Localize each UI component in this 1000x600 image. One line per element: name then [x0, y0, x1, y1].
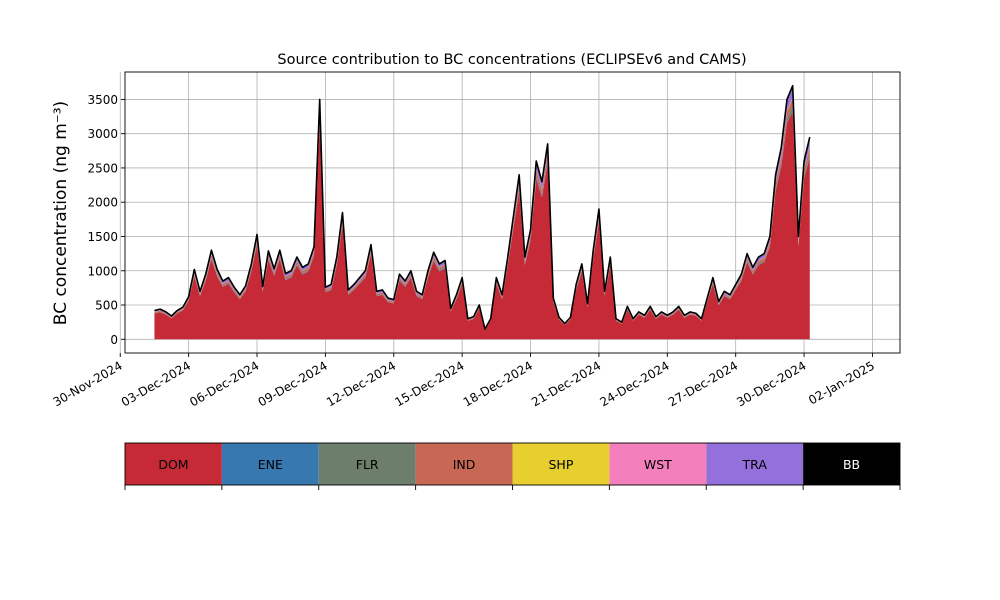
area-dom — [154, 111, 810, 340]
plot-frame — [124, 71, 901, 354]
stacked-areas — [154, 84, 811, 340]
y-axis-ticks: 0 500 1000 1500 2000 2500 3000 3500 — [87, 93, 125, 347]
legend-swatch-wst — [609, 443, 707, 485]
legend: DOM ENE FLR IND SHP WST TRA BB — [124, 442, 901, 490]
y-axis-label: BC concentration (ng m⁻³) — [51, 101, 71, 325]
legend-swatch-dom — [125, 443, 222, 485]
legend-label-ene: ENE — [258, 457, 283, 472]
y-tick-label: 1500 — [87, 230, 118, 244]
legend-label-bb: BB — [843, 457, 860, 472]
axes — [124, 71, 901, 354]
legend-swatch-shp — [512, 443, 610, 485]
y-tick-label: 2000 — [87, 196, 118, 210]
y-tick-label: 0 — [110, 333, 118, 347]
legend-swatch-ind — [415, 443, 513, 485]
legend-label-wst: WST — [644, 457, 672, 472]
legend-label-dom: DOM — [158, 457, 188, 472]
legend-label-tra: TRA — [742, 457, 768, 472]
legend-label-flr: FLR — [356, 457, 379, 472]
legend-swatch-ene — [221, 443, 319, 485]
legend-swatch-tra — [706, 443, 804, 485]
legend-swatch-bb — [803, 443, 900, 485]
total-line — [154, 84, 811, 330]
chart-title: Source contribution to BC concentrations… — [277, 52, 746, 68]
legend-swatch-flr — [318, 443, 416, 485]
y-tick-label: 3500 — [87, 93, 118, 107]
legend-label-shp: SHP — [549, 457, 574, 472]
y-tick-label: 3000 — [87, 127, 118, 141]
legend-label-ind: IND — [453, 457, 476, 472]
y-tick-label: 2500 — [87, 161, 118, 175]
y-tick-label: 500 — [95, 299, 118, 313]
y-tick-label: 1000 — [87, 264, 118, 278]
